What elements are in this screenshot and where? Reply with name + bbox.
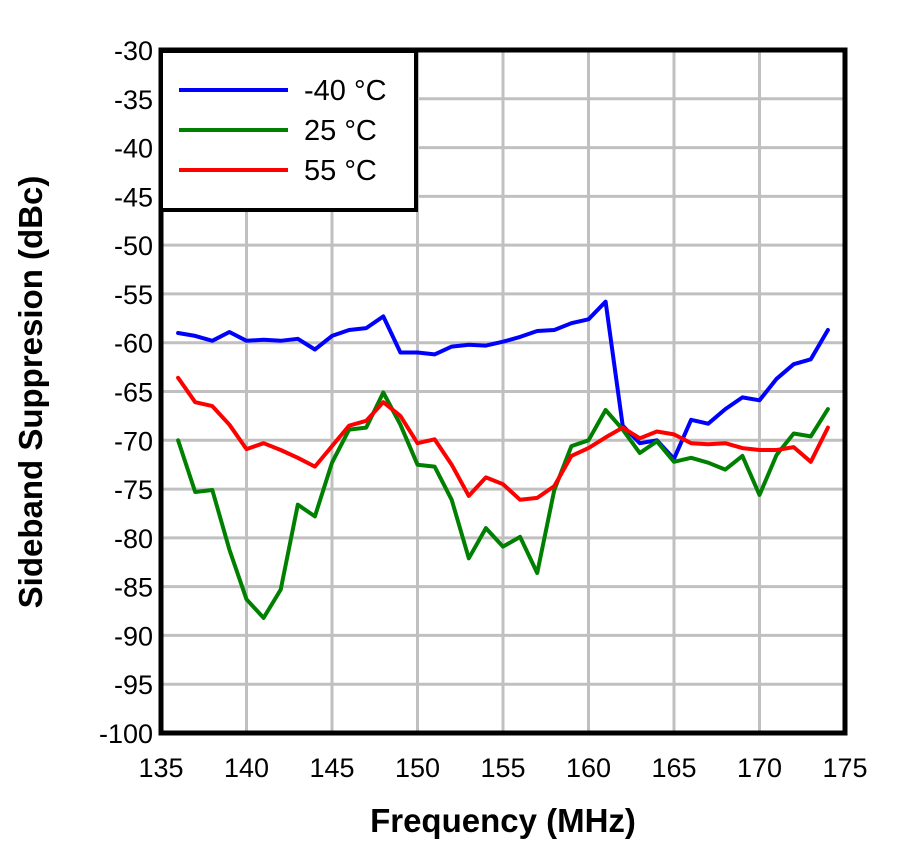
y-tick-label: -50 [114,231,153,261]
y-tick-label: -90 [114,621,153,651]
y-tick-label: -95 [114,670,153,700]
y-tick-label: -75 [114,475,153,505]
y-tick-label: -35 [114,85,153,115]
x-tick-label: 170 [737,753,782,783]
x-tick-label: 160 [566,753,611,783]
y-tick-label: -100 [99,719,153,749]
x-tick-label: 145 [309,753,354,783]
series-line-2 [176,375,830,502]
x-tick-label: 135 [138,753,183,783]
legend-label: 25 °C [304,115,377,147]
x-tick-label: 140 [224,753,269,783]
y-axis-title: Sideband Suppresion (dBc) [12,176,49,609]
x-tick-label: 155 [480,753,525,783]
legend-label: -40 °C [304,75,387,107]
legend: -40 °C 25 °C 55 °C [159,49,418,212]
y-tick-labels: -30 -35 -40 -45 -50 -55 -60 -65 -70 -75 -80 -85 -90 -… [99,36,153,749]
series-line-1 [176,390,830,620]
y-tick-label: -30 [114,36,153,66]
x-tick-labels: 135 140 145 150 155 160 165 170 175 [138,753,867,783]
x-tick-label: 150 [395,753,440,783]
y-tick-label: -70 [114,426,153,456]
y-tick-label: -80 [114,524,153,554]
y-tick-label: -55 [114,280,153,310]
y-tick-label: -60 [114,329,153,359]
plot-frame [158,47,848,736]
y-tick-label: -40 [114,134,153,164]
x-tick-label: 175 [822,753,867,783]
series-line-0 [176,299,830,461]
y-tick-label: -85 [114,573,153,603]
x-tick-label: 165 [651,753,696,783]
legend-label: 55 °C [304,155,377,187]
series-lines [176,299,830,620]
x-axis-title: Frequency (MHz) [370,802,636,839]
y-tick-label: -65 [114,378,153,408]
y-tick-label: -45 [114,182,153,212]
